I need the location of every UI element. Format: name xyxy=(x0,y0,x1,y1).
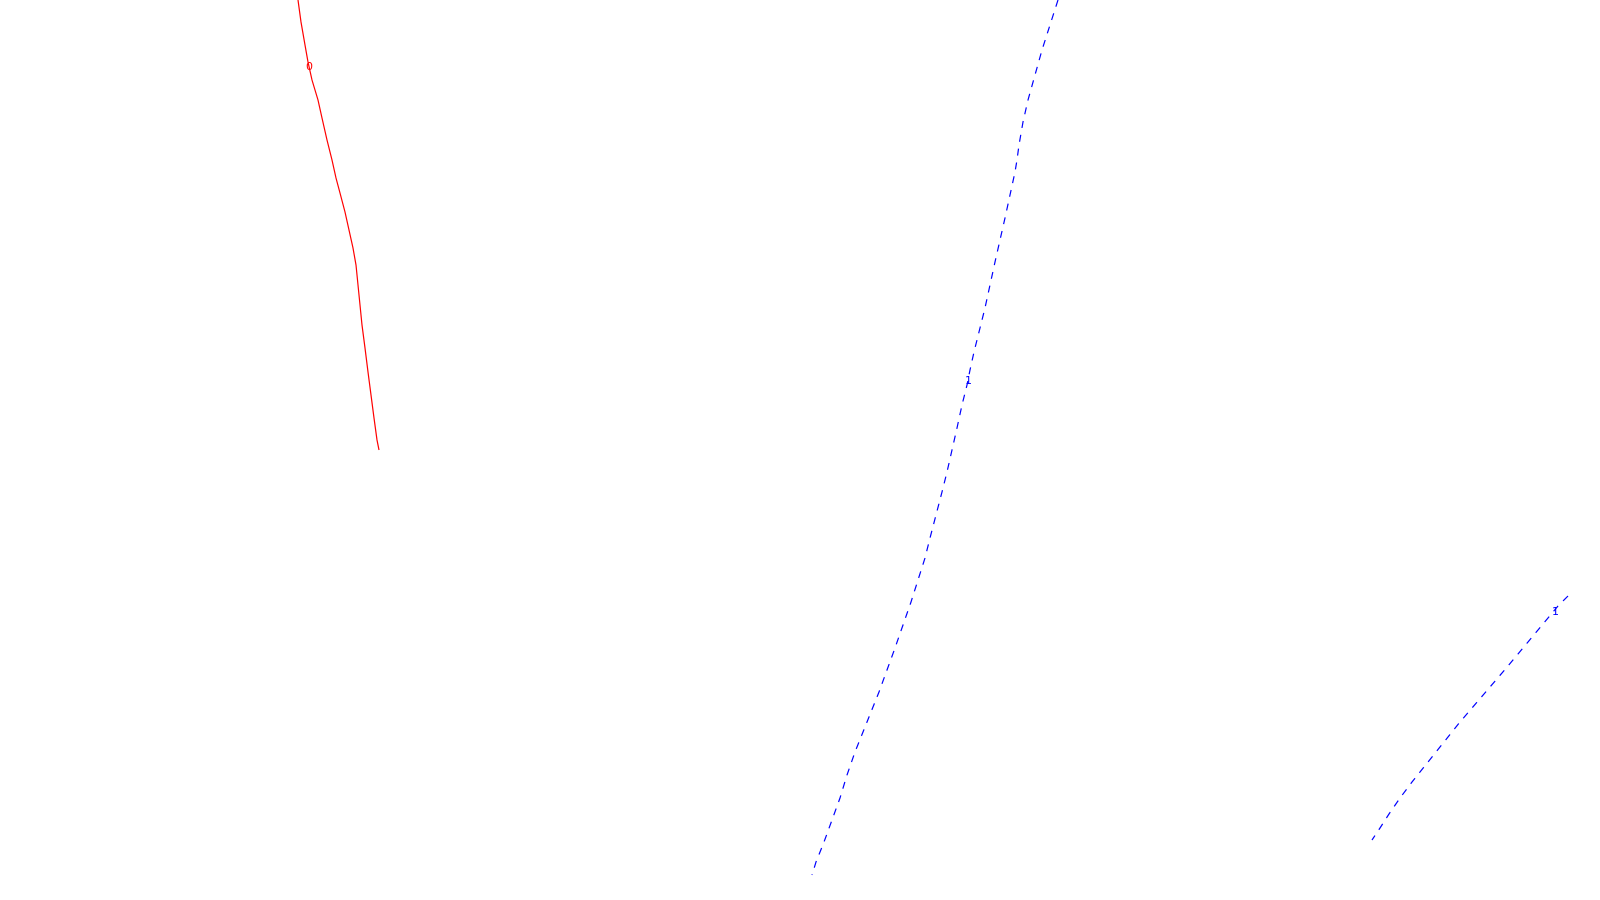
contour-label-blue-right: 1 xyxy=(1552,605,1559,618)
contour-label-blue-center: 1 xyxy=(965,374,972,387)
contour-line-red xyxy=(297,0,380,451)
contour-line-blue-right xyxy=(1371,595,1569,841)
contour-label-red: 0 xyxy=(306,60,313,73)
contour-line-blue-center xyxy=(811,0,1059,876)
